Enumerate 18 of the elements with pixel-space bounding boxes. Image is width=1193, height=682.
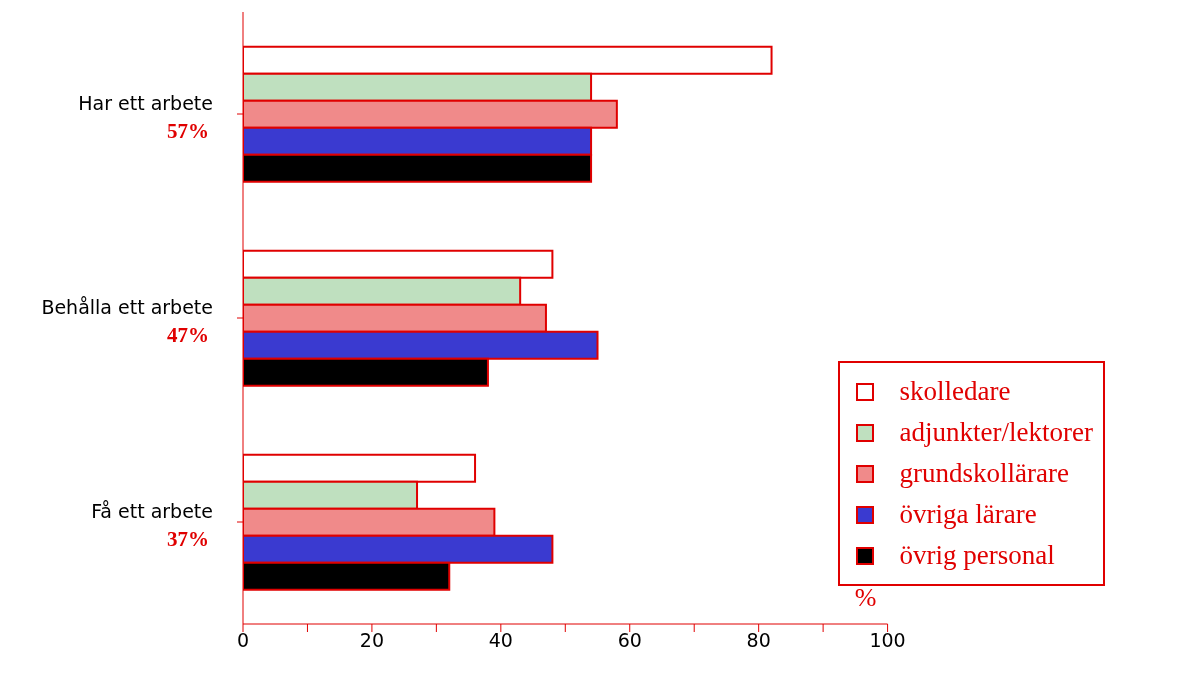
text: 57% xyxy=(167,119,209,143)
x-tick-label: 0 xyxy=(236,629,250,652)
text: 37% xyxy=(167,527,209,551)
legend-label: skolledare xyxy=(899,376,1011,407)
y-tick-label: Behålla ett arbete xyxy=(41,296,213,318)
x-tick-label: 40 xyxy=(488,629,513,652)
x-tick-label: 100 xyxy=(869,629,906,652)
legend-label: grundskollärare xyxy=(899,458,1070,489)
x-axis-title: % xyxy=(854,583,877,612)
legend-label: övriga lärare xyxy=(899,499,1037,530)
x-tick-label: 20 xyxy=(359,629,385,652)
y-tick-label: Få ett arbete xyxy=(91,500,213,522)
legend-label: adjunkter/lektorer xyxy=(899,417,1093,448)
text: 47% xyxy=(167,323,209,347)
x-tick-label: 60 xyxy=(617,629,642,652)
y-tick-label: Har ett arbete xyxy=(78,92,213,114)
x-tick-label: 80 xyxy=(746,629,771,652)
legend-label: övrig personal xyxy=(899,540,1055,571)
